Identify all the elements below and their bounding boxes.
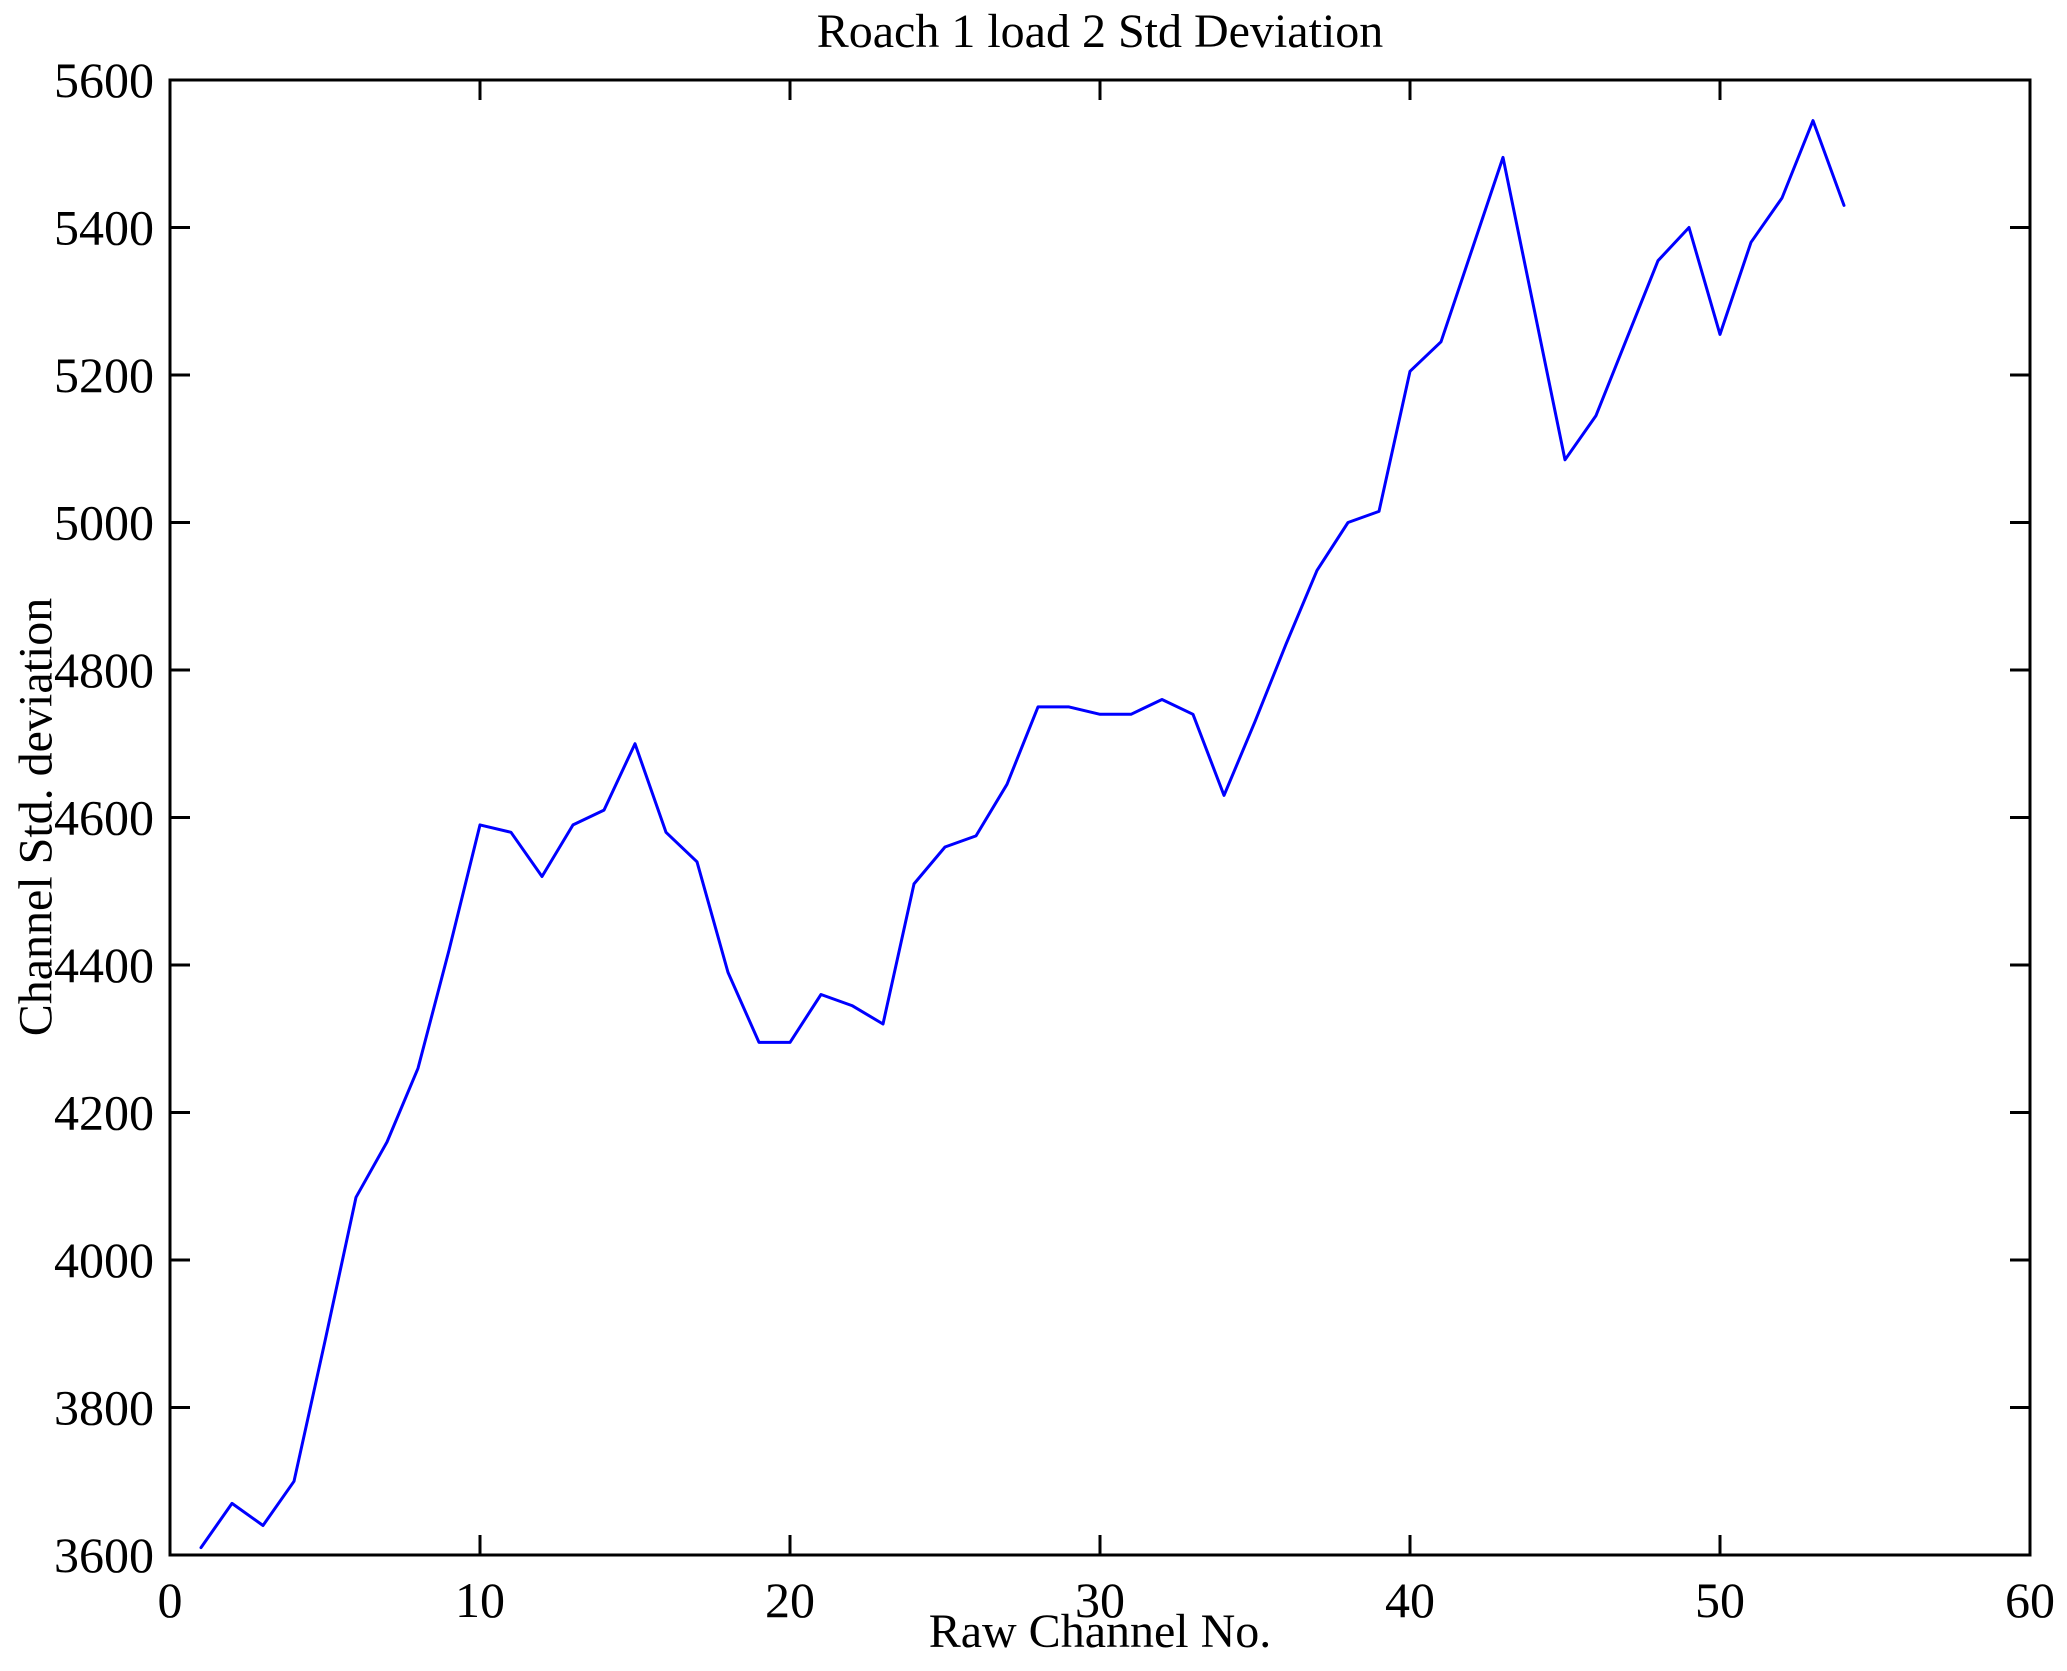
chart-title: Roach 1 load 2 Std Deviation bbox=[816, 5, 1384, 58]
y-tick-label: 4400 bbox=[54, 937, 154, 993]
x-tick-label: 30 bbox=[1075, 1572, 1125, 1628]
x-tick-label: 60 bbox=[2005, 1572, 2055, 1628]
y-axis-label: Channel Std. deviation bbox=[9, 597, 63, 1037]
data-line bbox=[199, 119, 1846, 1550]
y-axis: 3600 3800 4000 4200 4400 4600 4800 5000 5200 5400… bbox=[54, 52, 2030, 1583]
y-tick-label: 4200 bbox=[54, 1085, 154, 1141]
y-tick-label: 4000 bbox=[54, 1232, 154, 1288]
y-tick-label: 5000 bbox=[54, 495, 154, 551]
x-tick-label: 20 bbox=[765, 1572, 815, 1628]
y-tick-label: 5200 bbox=[54, 347, 154, 403]
x-tick-label: 0 bbox=[158, 1572, 183, 1628]
y-tick-label: 3600 bbox=[54, 1527, 154, 1583]
y-tick-label: 4600 bbox=[54, 790, 154, 846]
x-tick-label: 10 bbox=[455, 1572, 505, 1628]
y-tick-label: 4800 bbox=[54, 642, 154, 698]
y-tick-label: 5400 bbox=[54, 200, 154, 256]
x-axis: 0 10 20 30 40 50 60 bbox=[158, 80, 2055, 1628]
x-axis-label: Raw Channel No. bbox=[928, 1605, 1272, 1658]
y-tick-label: 3800 bbox=[54, 1380, 154, 1436]
x-tick-label: 50 bbox=[1695, 1572, 1745, 1628]
y-tick-label: 5600 bbox=[54, 52, 154, 108]
axes-box bbox=[168, 78, 2032, 1557]
x-tick-label: 40 bbox=[1385, 1572, 1435, 1628]
